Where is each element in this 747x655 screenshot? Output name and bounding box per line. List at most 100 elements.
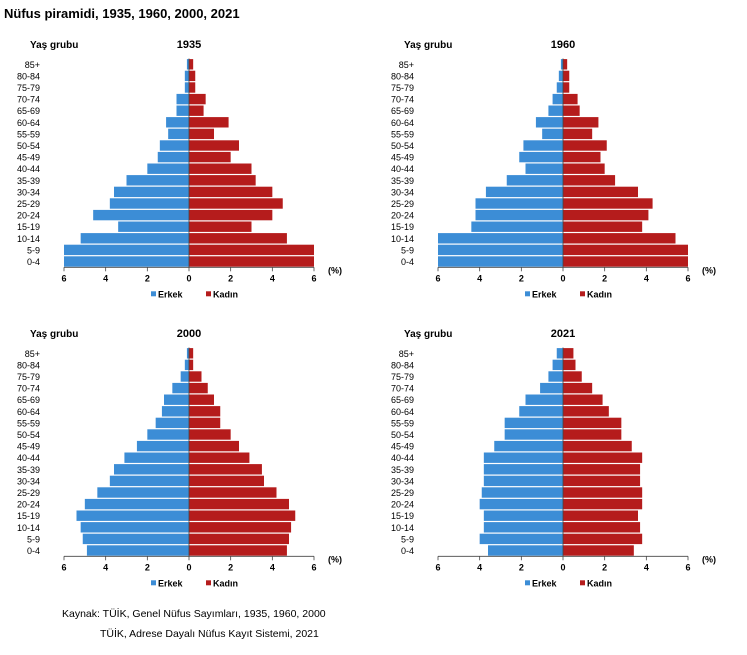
bar-male bbox=[172, 382, 189, 394]
age-group-label: 0-4 bbox=[401, 546, 414, 556]
bar-male bbox=[483, 464, 563, 475]
y-axis-title: Yaş grubu bbox=[30, 40, 78, 51]
bar-female bbox=[563, 406, 609, 417]
bar-male bbox=[556, 348, 563, 359]
bar-male bbox=[86, 545, 189, 556]
age-group-label: 60-64 bbox=[391, 118, 414, 128]
legend-swatch-male bbox=[525, 580, 530, 586]
bar-male bbox=[519, 151, 563, 163]
x-tick-label: 2 bbox=[145, 562, 150, 572]
age-group-label: 25-29 bbox=[17, 488, 40, 498]
chart-title: 2021 bbox=[551, 328, 575, 340]
bar-male bbox=[184, 359, 189, 371]
bar-female bbox=[563, 522, 641, 533]
age-group-label: 70-74 bbox=[17, 95, 40, 105]
bar-male bbox=[161, 406, 189, 417]
bar-male bbox=[124, 452, 189, 463]
bar-male bbox=[180, 371, 189, 382]
age-group-label: 75-79 bbox=[391, 372, 414, 382]
bar-male bbox=[186, 59, 189, 70]
source-note-2: TÜİK, Adrese Dayalı Nüfus Kayıt Sistemi,… bbox=[100, 628, 319, 640]
age-group-label: 60-64 bbox=[17, 118, 40, 128]
bar-female bbox=[563, 221, 643, 232]
age-group-label: 30-34 bbox=[391, 476, 414, 486]
age-group-label: 35-39 bbox=[391, 176, 414, 186]
bar-female bbox=[189, 475, 264, 487]
bar-female bbox=[563, 417, 622, 429]
x-tick-label: 6 bbox=[685, 273, 690, 283]
bar-female bbox=[189, 93, 206, 105]
x-tick-label: 0 bbox=[186, 562, 191, 572]
bar-male bbox=[552, 359, 563, 371]
bar-male bbox=[147, 163, 189, 174]
bar-female bbox=[563, 105, 580, 116]
bar-male bbox=[157, 151, 189, 163]
bar-male bbox=[525, 394, 563, 405]
bar-female bbox=[189, 140, 239, 151]
bar-female bbox=[189, 417, 221, 429]
bar-female bbox=[563, 394, 603, 405]
bar-male bbox=[166, 117, 189, 128]
age-group-label: 85+ bbox=[399, 60, 414, 70]
bar-male bbox=[479, 533, 563, 545]
age-group-label: 40-44 bbox=[17, 164, 40, 174]
age-group-label: 20-24 bbox=[17, 211, 40, 221]
age-group-label: 30-34 bbox=[391, 187, 414, 197]
x-axis-unit: (%) bbox=[328, 265, 342, 275]
age-group-label: 85+ bbox=[25, 349, 40, 359]
x-tick-label: 4 bbox=[103, 273, 108, 283]
bar-male bbox=[438, 244, 563, 256]
bar-male bbox=[184, 82, 189, 93]
x-tick-label: 6 bbox=[435, 273, 440, 283]
bar-female bbox=[563, 233, 676, 244]
age-group-label: 65-69 bbox=[391, 395, 414, 405]
age-group-label: 55-59 bbox=[17, 418, 40, 428]
bar-male bbox=[136, 440, 189, 452]
x-tick-label: 6 bbox=[311, 562, 316, 572]
age-group-label: 20-24 bbox=[17, 500, 40, 510]
age-group-label: 35-39 bbox=[17, 176, 40, 186]
bar-female bbox=[563, 186, 638, 198]
legend-label-female: Kadın bbox=[213, 289, 238, 299]
x-tick-label: 4 bbox=[270, 273, 275, 283]
x-tick-label: 4 bbox=[103, 562, 108, 572]
bar-male bbox=[519, 406, 563, 417]
legend-label-female: Kadın bbox=[587, 578, 612, 588]
bar-female bbox=[189, 256, 314, 267]
bar-female bbox=[563, 93, 578, 105]
age-group-label: 10-14 bbox=[391, 523, 414, 533]
bar-male bbox=[540, 382, 563, 394]
bar-male bbox=[475, 209, 563, 221]
bar-male bbox=[485, 186, 563, 198]
bar-female bbox=[189, 117, 229, 128]
age-group-label: 80-84 bbox=[391, 71, 414, 81]
bar-female bbox=[189, 82, 196, 93]
y-axis-title: Yaş grubu bbox=[404, 329, 452, 340]
age-group-label: 15-19 bbox=[17, 222, 40, 232]
bar-male bbox=[494, 440, 563, 452]
age-group-label: 45-49 bbox=[391, 442, 414, 452]
bar-male bbox=[93, 209, 189, 221]
bar-female bbox=[189, 394, 214, 405]
bar-female bbox=[189, 429, 231, 440]
bar-female bbox=[563, 464, 641, 475]
age-group-label: 25-29 bbox=[391, 488, 414, 498]
bar-male bbox=[483, 475, 563, 487]
age-group-label: 30-34 bbox=[17, 187, 40, 197]
chart-title: 2000 bbox=[177, 328, 201, 340]
age-group-label: 60-64 bbox=[17, 407, 40, 417]
x-tick-label: 0 bbox=[186, 273, 191, 283]
age-group-label: 70-74 bbox=[17, 384, 40, 394]
bar-male bbox=[118, 221, 189, 232]
bar-male bbox=[114, 186, 189, 198]
x-tick-label: 2 bbox=[519, 562, 524, 572]
y-axis-title: Yaş grubu bbox=[30, 329, 78, 340]
x-tick-label: 6 bbox=[685, 562, 690, 572]
bar-female bbox=[563, 382, 593, 394]
bar-male bbox=[184, 70, 189, 82]
legend-label-male: Erkek bbox=[158, 578, 184, 588]
bar-female bbox=[563, 371, 582, 382]
x-tick-label: 2 bbox=[602, 562, 607, 572]
bar-male bbox=[556, 82, 563, 93]
